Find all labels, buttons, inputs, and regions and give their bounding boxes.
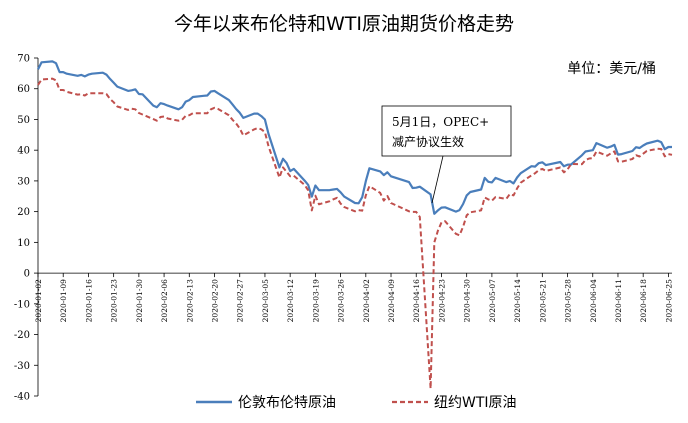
x-tick-label: 2020-06-04 [589, 279, 598, 322]
x-tick-label: 2020-04-30 [463, 279, 472, 322]
x-tick-label: 2020-03-05 [261, 279, 270, 322]
series-layer [37, 60, 673, 390]
unit-label: 单位：美元/桶 [567, 61, 656, 77]
x-tick-label: 2020-06-25 [664, 279, 673, 322]
legend: 伦敦布伦特原油 纽约WTI原油 [196, 395, 517, 411]
x-tick-label: 2020-01-09 [59, 279, 68, 322]
opec-annotation: 5月1日，OPEC+ 减产协议生效 [381, 105, 512, 204]
y-tick-label: 60 [17, 84, 30, 95]
x-tick-label: 2020-02-20 [211, 279, 220, 322]
annotation-line-1: 5月1日，OPEC+ [392, 115, 489, 129]
y-tick-label: -30 [14, 361, 30, 372]
y-tick-label: -40 [14, 392, 30, 403]
legend-label-wti: 纽约WTI原油 [434, 395, 517, 411]
x-tick-label: 2020-02-27 [236, 279, 245, 322]
y-tick-label: -20 [14, 330, 30, 341]
x-tick-label: 2020-04-16 [412, 279, 421, 322]
annotation-pointer [431, 155, 444, 204]
x-tick-label: 2020-05-28 [564, 279, 573, 322]
x-tick-label: 2020-04-09 [387, 279, 396, 322]
chart-title: 今年以来布伦特和WTI原油期货价格走势 [174, 13, 514, 35]
x-tick-label: 2020-03-26 [337, 279, 346, 322]
x-tick-label: 2020-03-19 [311, 279, 320, 322]
annotation-box [381, 105, 512, 157]
x-tick-label: 2020-02-13 [185, 279, 194, 322]
x-tick-label: 2020-01-23 [110, 279, 119, 322]
y-tick-label: 30 [17, 176, 30, 187]
x-tick-label: 2020-05-07 [488, 279, 497, 322]
y-tick-label: 0 [24, 269, 30, 280]
x-tick-label: 2020-03-12 [286, 279, 295, 322]
x-tick-label: 2020-01-02 [34, 279, 43, 322]
x-tick-label: 2020-04-23 [437, 279, 446, 322]
y-tick-label: 50 [17, 115, 30, 126]
brent-line [37, 60, 672, 215]
y-tick-label: 20 [17, 207, 30, 218]
x-tick-label: 2020-04-02 [362, 279, 371, 322]
annotation-line-2: 减产协议生效 [392, 134, 464, 149]
x-tick-label: 2020-02-06 [160, 279, 169, 322]
y-tick-label: 10 [17, 238, 30, 249]
legend-label-brent: 伦敦布伦特原油 [238, 395, 336, 411]
x-tick-label: 2020-06-11 [614, 279, 623, 322]
wti-line [37, 77, 673, 390]
y-tick-label: 70 [17, 54, 30, 65]
x-tick-label: 2020-05-14 [513, 279, 522, 322]
x-tick-label: 2020-05-21 [538, 279, 547, 322]
y-tick-label: 40 [17, 146, 30, 157]
x-tick-label: 2020-01-30 [135, 279, 144, 322]
axes: 70 60 50 40 30 20 10 0 -10 -20 -30 -40 2020-01-02 202… [14, 54, 674, 403]
y-tick-label: -10 [14, 299, 30, 310]
x-tick-label: 2020-01-16 [84, 279, 93, 322]
x-tick-label: 2020-06-18 [639, 279, 648, 322]
